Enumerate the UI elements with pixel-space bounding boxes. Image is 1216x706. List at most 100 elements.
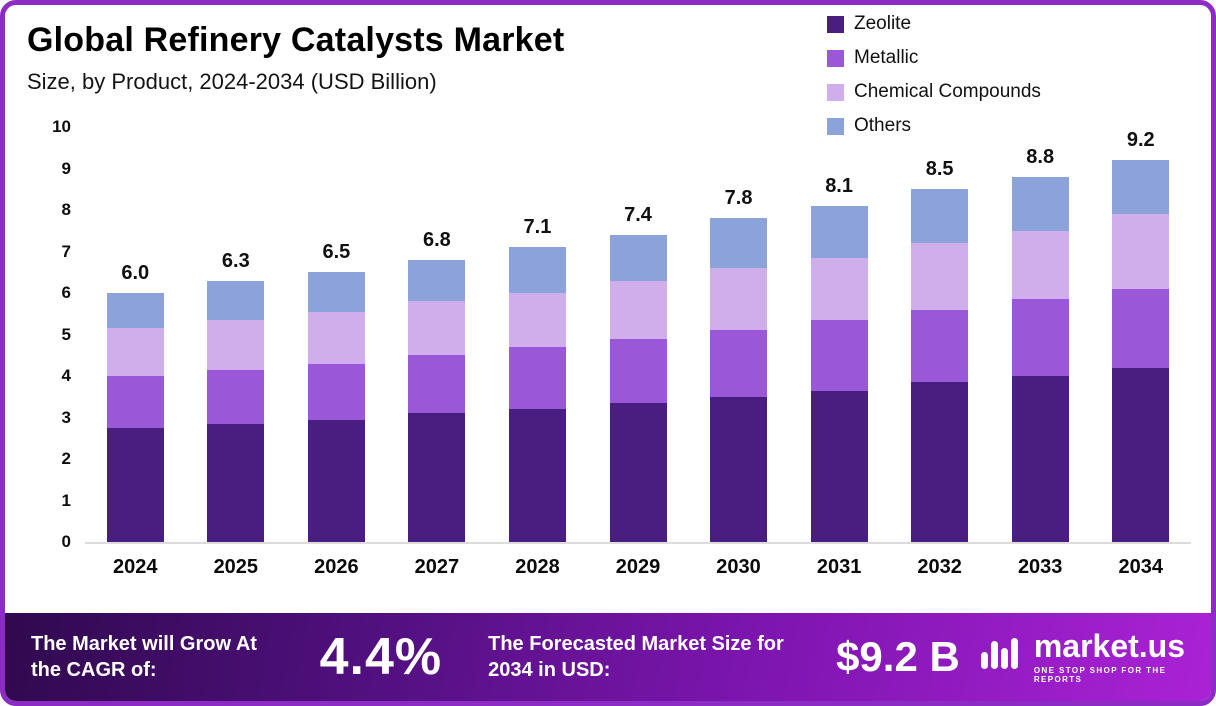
bar-segment-chemical-compounds <box>1011 230 1069 300</box>
marketus-logo-icon <box>980 635 1022 680</box>
bar-total-label: 8.8 <box>1026 145 1055 168</box>
y-tick-label: 8 <box>61 200 71 219</box>
y-tick-label: 6 <box>61 283 71 302</box>
stacked-bar-2034: 9.2 <box>1112 129 1170 542</box>
bar-total-label: 7.4 <box>624 203 652 226</box>
forecast-value: $9.2 B <box>836 633 960 680</box>
y-tick-label: 2 <box>61 449 71 468</box>
bar-total-label: 6.8 <box>423 228 451 251</box>
cagr-label: The Market will Grow At the CAGR of: <box>31 633 257 681</box>
bar-segment-metallic <box>810 319 868 391</box>
bar-total-label: 8.5 <box>925 158 954 181</box>
legend-item-zeolite: Zeolite <box>827 13 1041 35</box>
y-tick-label: 4 <box>61 366 71 385</box>
y-tick-label: 9 <box>61 158 71 178</box>
brand-logo: market.us ONE STOP SHOP FOR THE REPORTS <box>980 630 1185 684</box>
x-axis-label-2034: 2034 <box>1118 556 1163 578</box>
bar-segment-chemical-compounds <box>1112 214 1170 289</box>
legend-swatch <box>827 49 844 67</box>
bar-segment-zeolite <box>1112 367 1170 542</box>
bar-segment-others <box>911 189 969 244</box>
bar-segment-zeolite <box>911 382 969 542</box>
legend-label: Zeolite <box>854 13 912 34</box>
forecast-label: The Forecasted Market Size for 2034 in U… <box>488 633 784 681</box>
bar-segment-others <box>609 234 667 281</box>
page-title: Global Refinery Catalysts Market <box>27 21 565 59</box>
bar-segment-others <box>1112 160 1170 215</box>
legend-swatch <box>827 83 844 101</box>
bar-segment-others <box>810 205 868 258</box>
bar-segment-others <box>207 280 265 320</box>
bar-slot-2030: 7.8 <box>688 127 789 542</box>
bar-total-label: 6.5 <box>322 241 351 264</box>
bar-segment-others <box>508 247 566 294</box>
legend-swatch <box>827 117 844 135</box>
bar-slot-2031: 8.1 <box>789 127 890 542</box>
bar-segment-chemical-compounds <box>307 311 365 364</box>
y-tick-label: 10 <box>52 117 71 136</box>
chart-area: 0 1 2 3 4 5 6 7 8 9 10 6.0 6.3 6.5 6.8 7.1 7.4 7.8 8.1 8.5… <box>25 117 1191 579</box>
stacked-bar-2027: 6.8 <box>408 229 466 542</box>
bar-segment-metallic <box>508 346 566 410</box>
bar-slot-2024: 6.0 <box>85 127 186 542</box>
bar-segment-metallic <box>408 355 466 414</box>
bar-slot-2034: 9.2 <box>1090 127 1191 542</box>
y-tick-label: 1 <box>61 490 71 510</box>
bar-segment-chemical-compounds <box>710 268 768 331</box>
bar-segment-metallic <box>710 330 768 397</box>
bar-segment-others <box>1011 176 1069 231</box>
x-axis-label-2025: 2025 <box>213 556 259 578</box>
x-axis-label-2026: 2026 <box>314 556 359 578</box>
x-axis-label-2032: 2032 <box>917 556 962 578</box>
x-axis-label-2030: 2030 <box>716 556 761 578</box>
bar-segment-metallic <box>106 376 164 428</box>
legend-item-chemical-compounds: Chemical Compounds <box>827 81 1041 103</box>
plot-area: 6.0 6.3 6.5 6.8 7.1 7.4 7.8 8.1 8.5 8.8 9.2 <box>85 127 1191 544</box>
bar-segment-chemical-compounds <box>106 328 164 376</box>
legend-swatch <box>827 15 844 33</box>
page-subtitle: Size, by Product, 2024-2034 (USD Billion… <box>27 69 437 94</box>
bar-segment-others <box>710 218 768 269</box>
bar-segment-others <box>106 293 164 329</box>
legend-label: Others <box>854 115 912 136</box>
brand-name: market.us <box>1033 628 1185 664</box>
x-axis-label-2028: 2028 <box>515 556 560 578</box>
bar-segment-zeolite <box>609 402 667 542</box>
y-tick-label: 5 <box>61 324 71 344</box>
footer-banner: The Market will Grow At the CAGR of: 4.4… <box>5 613 1211 701</box>
chart-legend: Zeolite Metallic Chemical Compounds Others <box>827 13 1041 149</box>
y-tick-label: 0 <box>61 532 71 551</box>
bar-segment-chemical-compounds <box>207 320 265 370</box>
stacked-bar-2032: 8.5 <box>911 158 969 542</box>
bar-segment-chemical-compounds <box>508 293 566 347</box>
y-tick-label: 7 <box>61 241 71 261</box>
bar-segment-zeolite <box>810 390 868 542</box>
y-axis: 0 1 2 3 4 5 6 7 8 9 10 <box>25 117 85 551</box>
bar-segment-others <box>307 272 365 312</box>
stacked-bar-2033: 8.8 <box>1011 146 1069 542</box>
bar-segment-metallic <box>1112 288 1170 368</box>
bar-segment-zeolite <box>307 419 365 542</box>
bar-total-label: 8.1 <box>825 174 853 197</box>
bar-total-label: 9.2 <box>1126 129 1155 152</box>
brand-tagline: ONE STOP SHOP FOR THE REPORTS <box>1033 666 1167 684</box>
bar-segment-zeolite <box>106 427 164 542</box>
brand-text: market.us ONE STOP SHOP FOR THE REPORTS <box>1034 630 1185 684</box>
bar-segment-metallic <box>207 369 265 424</box>
stacked-bar-2029: 7.4 <box>609 204 667 542</box>
bar-segment-zeolite <box>710 396 768 542</box>
bar-segment-chemical-compounds <box>911 243 969 310</box>
bar-segment-zeolite <box>508 409 566 542</box>
x-axis-label-2029: 2029 <box>615 556 661 578</box>
bar-slot-2029: 7.4 <box>588 127 689 542</box>
bar-total-label: 7.8 <box>724 187 753 210</box>
bar-segment-zeolite <box>207 423 265 542</box>
chart-header: Global Refinery Catalysts Market Size, b… <box>27 21 564 95</box>
bar-slot-2025: 6.3 <box>186 127 287 542</box>
x-axis-label-2027: 2027 <box>414 556 460 578</box>
bar-segment-chemical-compounds <box>810 257 868 320</box>
bar-slot-2026: 6.5 <box>286 127 387 542</box>
bar-slot-2027: 6.8 <box>387 127 488 542</box>
bar-slot-2032: 8.5 <box>889 127 990 542</box>
